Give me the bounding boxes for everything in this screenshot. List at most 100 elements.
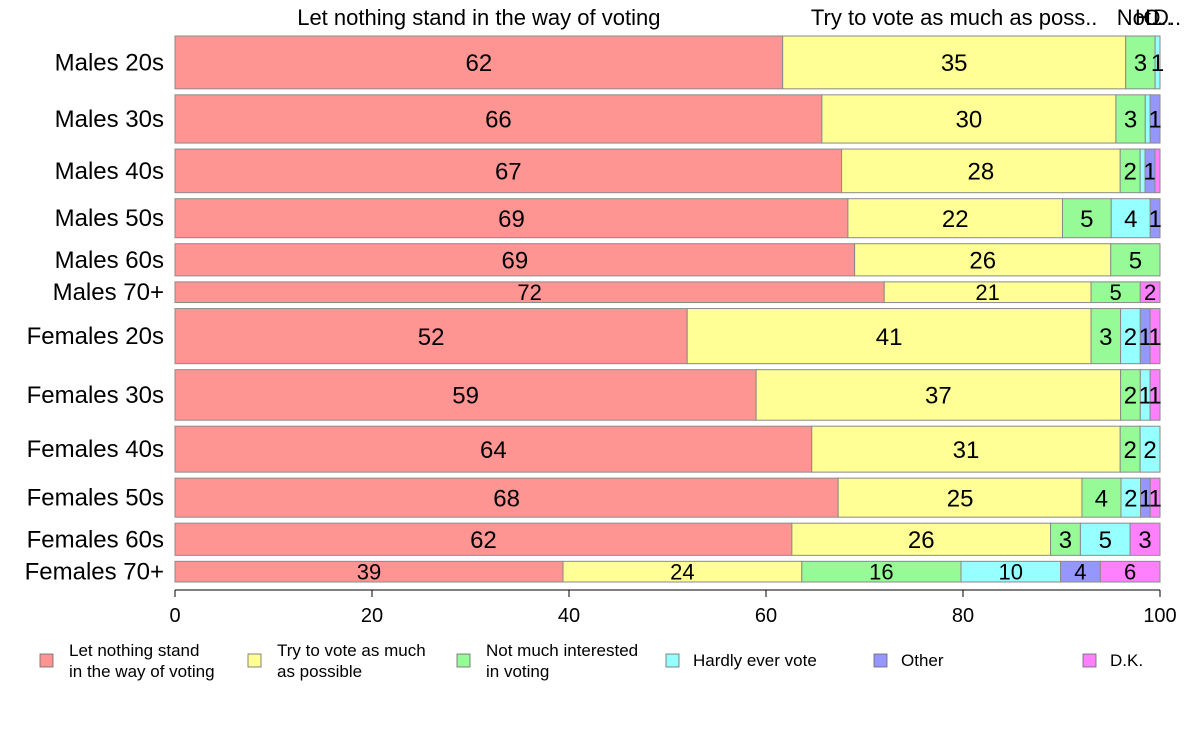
bar-segment	[174, 522, 793, 556]
data-label: 2	[1124, 324, 1137, 351]
bar-segment	[174, 369, 757, 421]
bar-segment	[1139, 425, 1161, 473]
data-label: 2	[1123, 159, 1136, 186]
bar-segment	[811, 425, 1121, 473]
bar-segment	[1061, 198, 1112, 239]
data-label: 4	[1074, 560, 1086, 585]
row-label: Females 40s	[27, 436, 164, 463]
legend-swatch	[1082, 653, 1097, 668]
row-label: Females 50s	[27, 485, 164, 512]
legend-label: Hardly ever vote	[693, 651, 817, 670]
bar-segment	[174, 425, 813, 473]
bar-segment	[1139, 281, 1161, 304]
x-tick-label: 100	[1143, 605, 1176, 627]
column-label: O..	[1143, 5, 1172, 30]
data-label: 31	[953, 437, 980, 464]
data-label: 24	[670, 560, 694, 585]
bar-segment	[1129, 522, 1161, 556]
row-label: Males 60s	[55, 247, 164, 274]
data-label: 4	[1095, 485, 1108, 512]
bar-segment	[1090, 308, 1122, 365]
bar-segment	[686, 308, 1092, 365]
row-label: Males 50s	[55, 205, 164, 232]
data-label: 1	[1148, 206, 1161, 233]
bar-segment	[791, 522, 1052, 556]
bar-segment	[174, 148, 843, 194]
x-tick-label: 0	[169, 605, 180, 627]
data-label: 68	[493, 485, 520, 512]
row-label: Females 70+	[25, 559, 164, 586]
data-label: 2	[1124, 383, 1137, 410]
data-label: 25	[947, 485, 974, 512]
data-label: 62	[465, 50, 492, 77]
data-label: 69	[501, 247, 528, 274]
data-label: 64	[480, 437, 507, 464]
data-label: 3	[1138, 527, 1151, 554]
data-label: 41	[876, 324, 903, 351]
data-label: 1	[1151, 50, 1164, 77]
bar-segment	[1125, 35, 1156, 90]
data-label: 22	[942, 206, 969, 233]
x-tick-label: 80	[952, 605, 974, 627]
data-label: 72	[517, 280, 541, 305]
data-label: 66	[485, 107, 512, 134]
data-label: 26	[908, 527, 935, 554]
data-label: 3	[1124, 107, 1137, 134]
data-label: 5	[1110, 280, 1122, 305]
legend-label: Let nothing stand	[69, 641, 199, 660]
bar-segment	[174, 477, 839, 518]
legend-label: Try to vote as much	[277, 641, 426, 660]
data-label: 37	[925, 383, 952, 410]
bar-segment	[1110, 243, 1161, 277]
data-label: 2	[1144, 280, 1156, 305]
bar-segment	[174, 35, 784, 90]
row-label: Females 20s	[27, 323, 164, 350]
data-label: 26	[969, 247, 996, 274]
bar-segment	[1149, 94, 1161, 144]
x-tick-label: 20	[361, 605, 383, 627]
data-label: 39	[357, 560, 381, 585]
row-label: Males 70+	[53, 279, 164, 306]
data-label: 1	[1143, 159, 1156, 186]
column-label: Not..	[1117, 5, 1163, 30]
data-label: 1	[1139, 324, 1152, 351]
legend-label: Other	[901, 651, 944, 670]
row-label: Females 60s	[27, 526, 164, 553]
legend-label: in the way of voting	[69, 662, 215, 681]
legend-label: in voting	[486, 662, 549, 681]
row-label: Males 30s	[55, 106, 164, 133]
bar-segment	[821, 94, 1117, 144]
data-label: 2	[1124, 485, 1137, 512]
bar-segment	[1099, 560, 1161, 583]
x-tick-label: 60	[755, 605, 777, 627]
legend-label: Not much interested	[486, 641, 638, 660]
data-label: 21	[975, 280, 999, 305]
data-label: 5	[1099, 527, 1112, 554]
data-label: 35	[941, 50, 968, 77]
bar-segment	[1154, 148, 1161, 194]
data-label: 3	[1134, 50, 1147, 77]
data-label: 1	[1148, 324, 1161, 351]
bar-segment	[1149, 198, 1161, 239]
column-label: H..	[1135, 5, 1163, 30]
row-label: Males 20s	[55, 49, 164, 76]
data-label: 10	[999, 560, 1023, 585]
data-label: 52	[418, 324, 445, 351]
legend-swatch	[247, 653, 262, 668]
data-label: 67	[495, 159, 522, 186]
data-label: 4	[1124, 206, 1137, 233]
legend-swatch	[873, 653, 888, 668]
legend-swatch	[456, 653, 471, 668]
data-label: 2	[1123, 437, 1136, 464]
data-label: 2	[1143, 437, 1156, 464]
data-label: 1	[1139, 383, 1152, 410]
data-label: 62	[470, 527, 497, 554]
x-tick-label: 40	[558, 605, 580, 627]
data-label: 1	[1139, 485, 1152, 512]
column-label: Try to vote as much as poss..	[811, 5, 1098, 30]
data-label: 5	[1129, 247, 1142, 274]
bar-segment	[1081, 477, 1122, 518]
bar-segment	[174, 308, 688, 365]
bar-segment	[847, 198, 1063, 239]
